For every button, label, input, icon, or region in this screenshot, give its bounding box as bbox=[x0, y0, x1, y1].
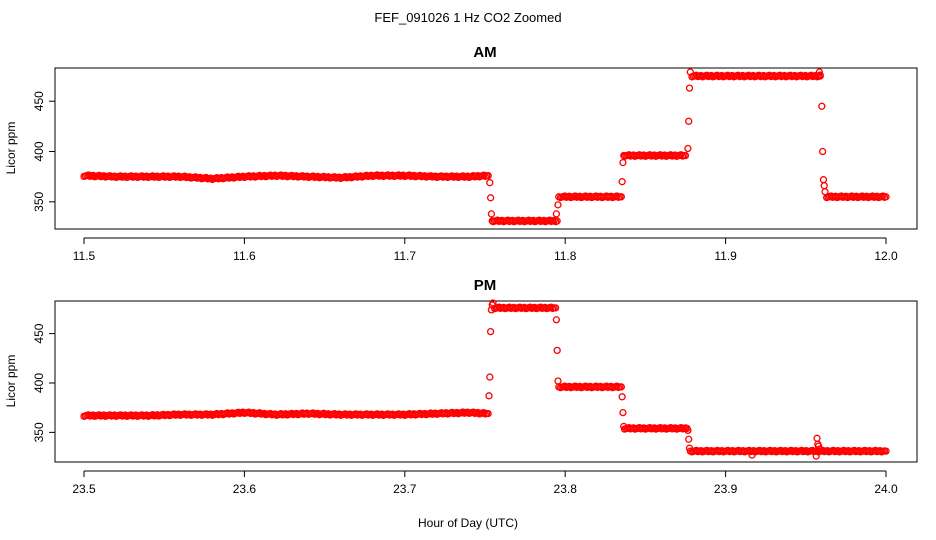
am-data-point bbox=[480, 171, 488, 179]
pm-data-point bbox=[617, 383, 625, 391]
pm-panel: PM Licor ppm 23.5 23.6 23.7 23.8 23.9 24.0 35… bbox=[4, 277, 918, 496]
pm-y-tick-label: 400 bbox=[32, 373, 46, 393]
am-x-tick-label: 11.9 bbox=[714, 249, 737, 263]
pm-data-point bbox=[554, 377, 562, 385]
am-data-point bbox=[677, 151, 685, 159]
pm-data-point bbox=[814, 442, 823, 450]
am-x-tick-label: 12.0 bbox=[874, 249, 898, 263]
pm-x-tick-label: 23.8 bbox=[554, 482, 578, 496]
am-data-point bbox=[555, 193, 563, 201]
am-data-point bbox=[816, 71, 824, 79]
am-data-point bbox=[815, 68, 824, 76]
pm-x-axis: 23.5 23.6 23.7 23.8 23.9 24.0 bbox=[72, 470, 898, 496]
pm-data-point bbox=[686, 447, 694, 455]
pm-plot-frame bbox=[54, 300, 918, 463]
pm-data-point bbox=[685, 435, 693, 443]
am-y-axis-label: Licor ppm bbox=[4, 122, 18, 175]
am-data-point bbox=[818, 102, 826, 110]
am-y-tick-label: 350 bbox=[32, 191, 46, 211]
am-data-point bbox=[484, 172, 492, 180]
am-data-point bbox=[882, 193, 890, 201]
pm-x-tick-label: 23.9 bbox=[714, 482, 738, 496]
am-x-tick-label: 11.6 bbox=[233, 249, 256, 263]
pm-data-point bbox=[551, 304, 560, 312]
am-data-point bbox=[554, 201, 562, 209]
pm-x-tick-label: 23.6 bbox=[233, 482, 257, 496]
am-y-axis: 350 400 450 bbox=[32, 91, 56, 212]
x-axis-title: Hour of Day (UTC) bbox=[418, 516, 518, 530]
am-data-point bbox=[487, 210, 496, 218]
am-data-point bbox=[550, 216, 558, 225]
pm-data-points bbox=[80, 299, 890, 460]
am-plot-frame bbox=[54, 67, 918, 230]
pm-data-point bbox=[553, 346, 561, 355]
am-data-point bbox=[681, 151, 690, 160]
pm-data-point bbox=[486, 373, 494, 381]
am-data-point bbox=[619, 158, 627, 167]
am-data-point bbox=[879, 192, 887, 200]
pm-data-point bbox=[618, 393, 626, 401]
pm-x-tick-label: 23.5 bbox=[72, 482, 96, 496]
pm-data-point bbox=[486, 327, 495, 336]
am-x-axis: 11.5 11.6 11.7 11.8 11.9 12.0 bbox=[73, 237, 898, 263]
am-data-point bbox=[488, 217, 496, 225]
pm-y-axis: 350 400 450 bbox=[32, 323, 56, 442]
am-x-tick-label: 11.5 bbox=[73, 249, 96, 263]
pm-x-tick-label: 24.0 bbox=[874, 482, 898, 496]
am-x-tick-label: 11.8 bbox=[554, 249, 577, 263]
am-data-point bbox=[486, 194, 495, 202]
pm-x-tick-label: 23.7 bbox=[393, 482, 417, 496]
figure-title: FEF_091026 1 Hz CO2 Zoomed bbox=[374, 10, 561, 25]
am-x-tick-label: 11.7 bbox=[394, 249, 417, 263]
am-title: AM bbox=[473, 44, 496, 61]
pm-data-point bbox=[812, 452, 820, 460]
am-data-point bbox=[552, 210, 561, 218]
pm-data-point bbox=[484, 409, 492, 418]
am-data-point bbox=[685, 84, 694, 92]
am-data-point bbox=[486, 179, 494, 187]
am-panel: AM Licor ppm 11.5 11.6 11.7 11.8 11.9 12.0 35… bbox=[4, 44, 918, 263]
pm-data-point bbox=[620, 422, 628, 431]
pm-data-point bbox=[748, 451, 756, 459]
am-data-point bbox=[620, 151, 628, 160]
am-data-point bbox=[686, 68, 694, 76]
am-data-point bbox=[553, 217, 561, 225]
pm-data-point bbox=[619, 408, 627, 417]
pm-data-point bbox=[485, 392, 493, 400]
pm-y-tick-label: 350 bbox=[32, 422, 46, 442]
pm-data-point bbox=[685, 444, 694, 452]
pm-data-point bbox=[487, 306, 496, 314]
pm-data-point bbox=[555, 383, 563, 391]
am-data-point bbox=[618, 178, 626, 186]
am-y-tick-label: 400 bbox=[32, 141, 46, 161]
pm-data-point bbox=[489, 299, 497, 307]
pm-y-axis-label: Licor ppm bbox=[4, 355, 18, 408]
pm-data-point bbox=[813, 434, 821, 442]
pm-data-point bbox=[552, 316, 561, 324]
pm-y-tick-label: 450 bbox=[32, 323, 46, 343]
am-data-point bbox=[684, 144, 692, 153]
am-data-point bbox=[821, 188, 829, 196]
am-data-point bbox=[818, 147, 827, 156]
am-data-point bbox=[617, 193, 625, 201]
pm-data-point bbox=[815, 445, 824, 453]
pm-title: PM bbox=[474, 277, 497, 294]
pm-data-point bbox=[684, 426, 692, 435]
pm-data-point bbox=[882, 447, 890, 455]
am-data-point bbox=[819, 176, 828, 184]
am-data-point bbox=[820, 182, 828, 190]
am-data-point bbox=[685, 117, 693, 125]
pm-data-point bbox=[613, 382, 621, 390]
am-data-point bbox=[613, 192, 621, 200]
am-y-tick-label: 450 bbox=[32, 91, 46, 111]
pm-data-point bbox=[547, 303, 555, 311]
am-data-points bbox=[80, 68, 890, 226]
